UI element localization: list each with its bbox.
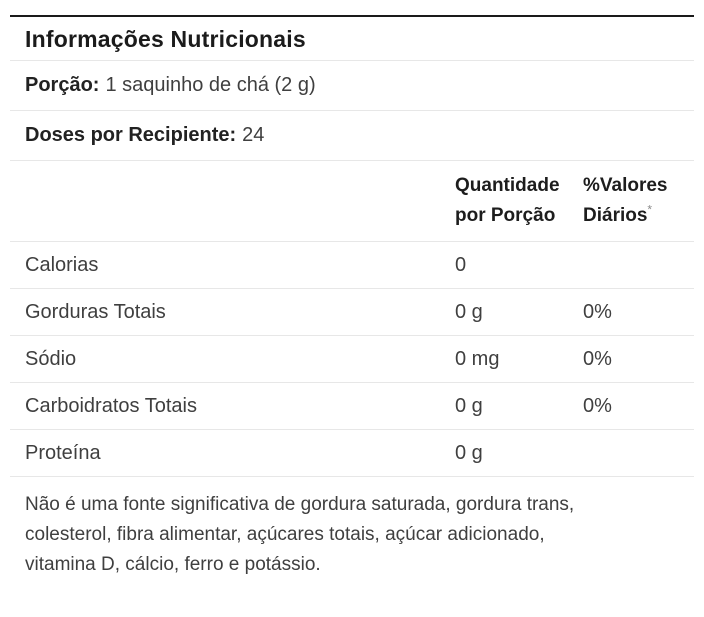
- nutrient-amount: 0: [455, 254, 467, 276]
- serving-size-row: Porção: 1 saquinho de chá (2 g): [10, 61, 694, 111]
- nutrition-label: Informações Nutricionais Porção: 1 saquin…: [10, 15, 694, 580]
- serving-size-label: Porção:: [25, 74, 100, 96]
- nutrient-name: Calorias: [25, 254, 99, 276]
- nutrient-row-calorias: Calorias 0: [10, 242, 694, 289]
- nutrition-label-title: Informações Nutricionais: [10, 17, 694, 61]
- serving-size-value: 1 saquinho de chá (2 g): [105, 74, 316, 96]
- header-dv-line2: Diários*: [583, 201, 679, 231]
- nutrient-row-sodio: Sódio 0 mg 0%: [10, 336, 694, 383]
- header-dv-line2-text: Diários: [583, 205, 648, 226]
- nutrient-row-proteina: Proteína 0 g: [10, 430, 694, 477]
- nutrient-name: Carboidratos Totais: [25, 395, 197, 417]
- header-dv-line1: %Valores: [583, 175, 668, 196]
- servings-per-container-value: 24: [242, 124, 265, 146]
- footnote-line: vitamina D, cálcio, ferro e potássio.: [25, 554, 321, 575]
- footnote: Não é uma fonte significativa de gordura…: [10, 477, 694, 580]
- header-amount-per-serving: Quantidade por Porção: [455, 171, 583, 231]
- nutrient-amount: 0 g: [455, 395, 483, 417]
- dv-footnote-marker: *: [647, 202, 653, 217]
- nutrient-name: Sódio: [25, 348, 77, 370]
- footnote-line: Não é uma fonte significativa de gordura…: [25, 494, 575, 515]
- nutrient-name: Proteína: [25, 442, 101, 464]
- nutrient-amount: 0 mg: [455, 348, 500, 370]
- nutrient-dv: 0%: [583, 348, 612, 370]
- nutrient-row-carboidratos-totais: Carboidratos Totais 0 g 0%: [10, 383, 694, 430]
- servings-per-container-row: Doses por Recipiente: 24: [10, 111, 694, 161]
- header-daily-values: %Valores Diários*: [583, 171, 679, 231]
- header-amount-line1: Quantidade: [455, 175, 560, 196]
- nutrient-row-gorduras-totais: Gorduras Totais 0 g 0%: [10, 289, 694, 336]
- nutrient-dv: 0%: [583, 301, 612, 323]
- nutrient-amount: 0 g: [455, 301, 483, 323]
- header-amount-line2: por Porção: [455, 205, 556, 226]
- footnote-line: colesterol, fibra alimentar, açúcares to…: [25, 524, 545, 545]
- table-header-row: Quantidade por Porção %Valores Diários*: [10, 161, 694, 242]
- nutrient-amount: 0 g: [455, 442, 483, 464]
- servings-per-container-label: Doses por Recipiente:: [25, 124, 237, 146]
- nutrient-name: Gorduras Totais: [25, 301, 166, 323]
- nutrient-dv: 0%: [583, 395, 612, 417]
